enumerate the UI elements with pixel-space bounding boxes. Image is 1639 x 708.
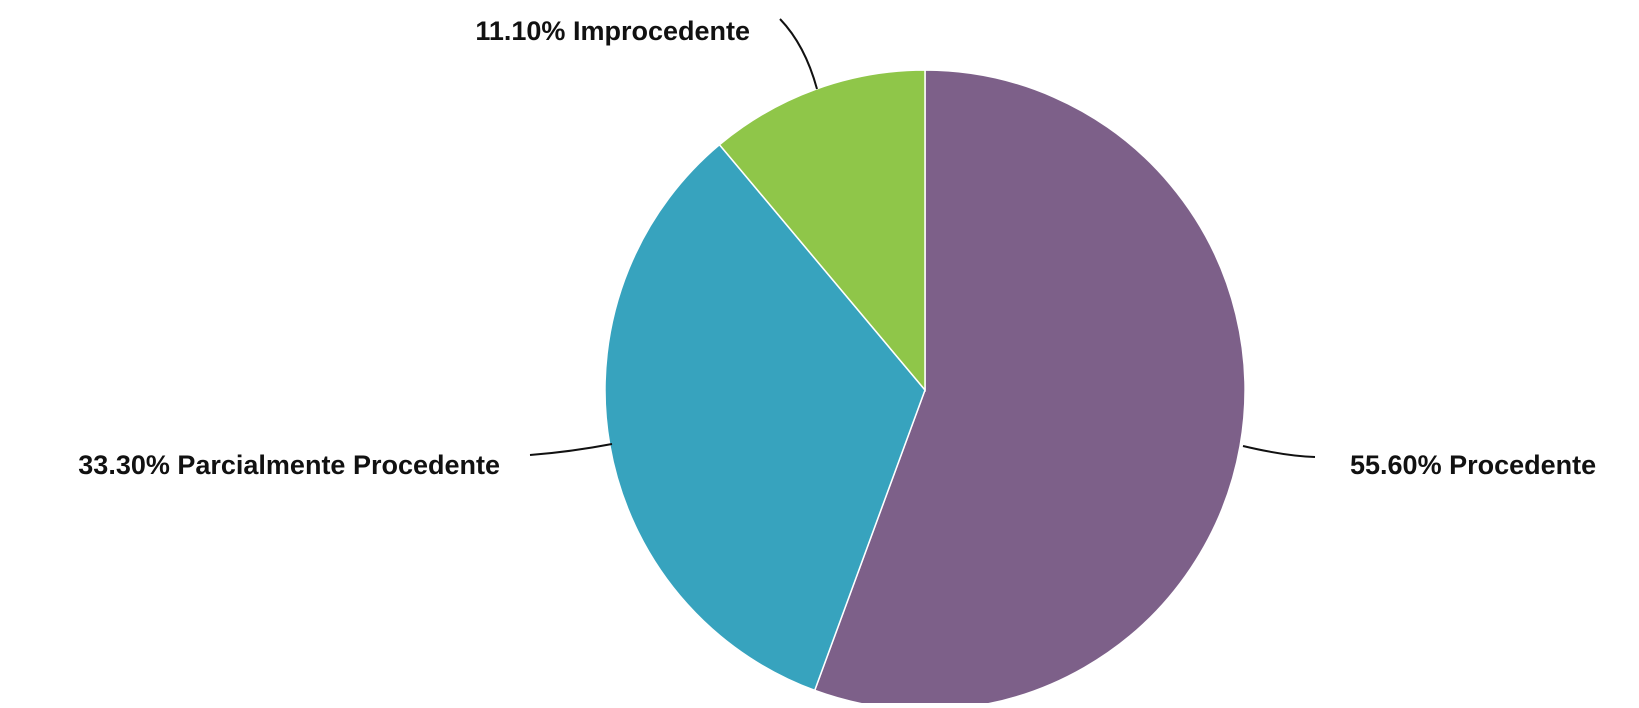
pie-slice-improcedente bbox=[718, 69, 926, 393]
pie-slices bbox=[604, 69, 1246, 708]
slice-label-parcialmente-procedente: 33.30% Parcialmente Procedente bbox=[78, 450, 500, 480]
pie-labels: 55.60% Procedente 33.30% Parcialmente Pro… bbox=[78, 16, 1596, 480]
leader-line-parcialmente-procedente bbox=[529, 443, 613, 456]
leader-line-improcedente bbox=[779, 18, 818, 90]
leader-line-procedente bbox=[1242, 445, 1316, 458]
slice-label-improcedente: 11.10% Improcedente bbox=[475, 16, 750, 46]
slice-label-procedente: 55.60% Procedente bbox=[1350, 450, 1596, 480]
pie-leader-lines bbox=[529, 18, 1316, 458]
